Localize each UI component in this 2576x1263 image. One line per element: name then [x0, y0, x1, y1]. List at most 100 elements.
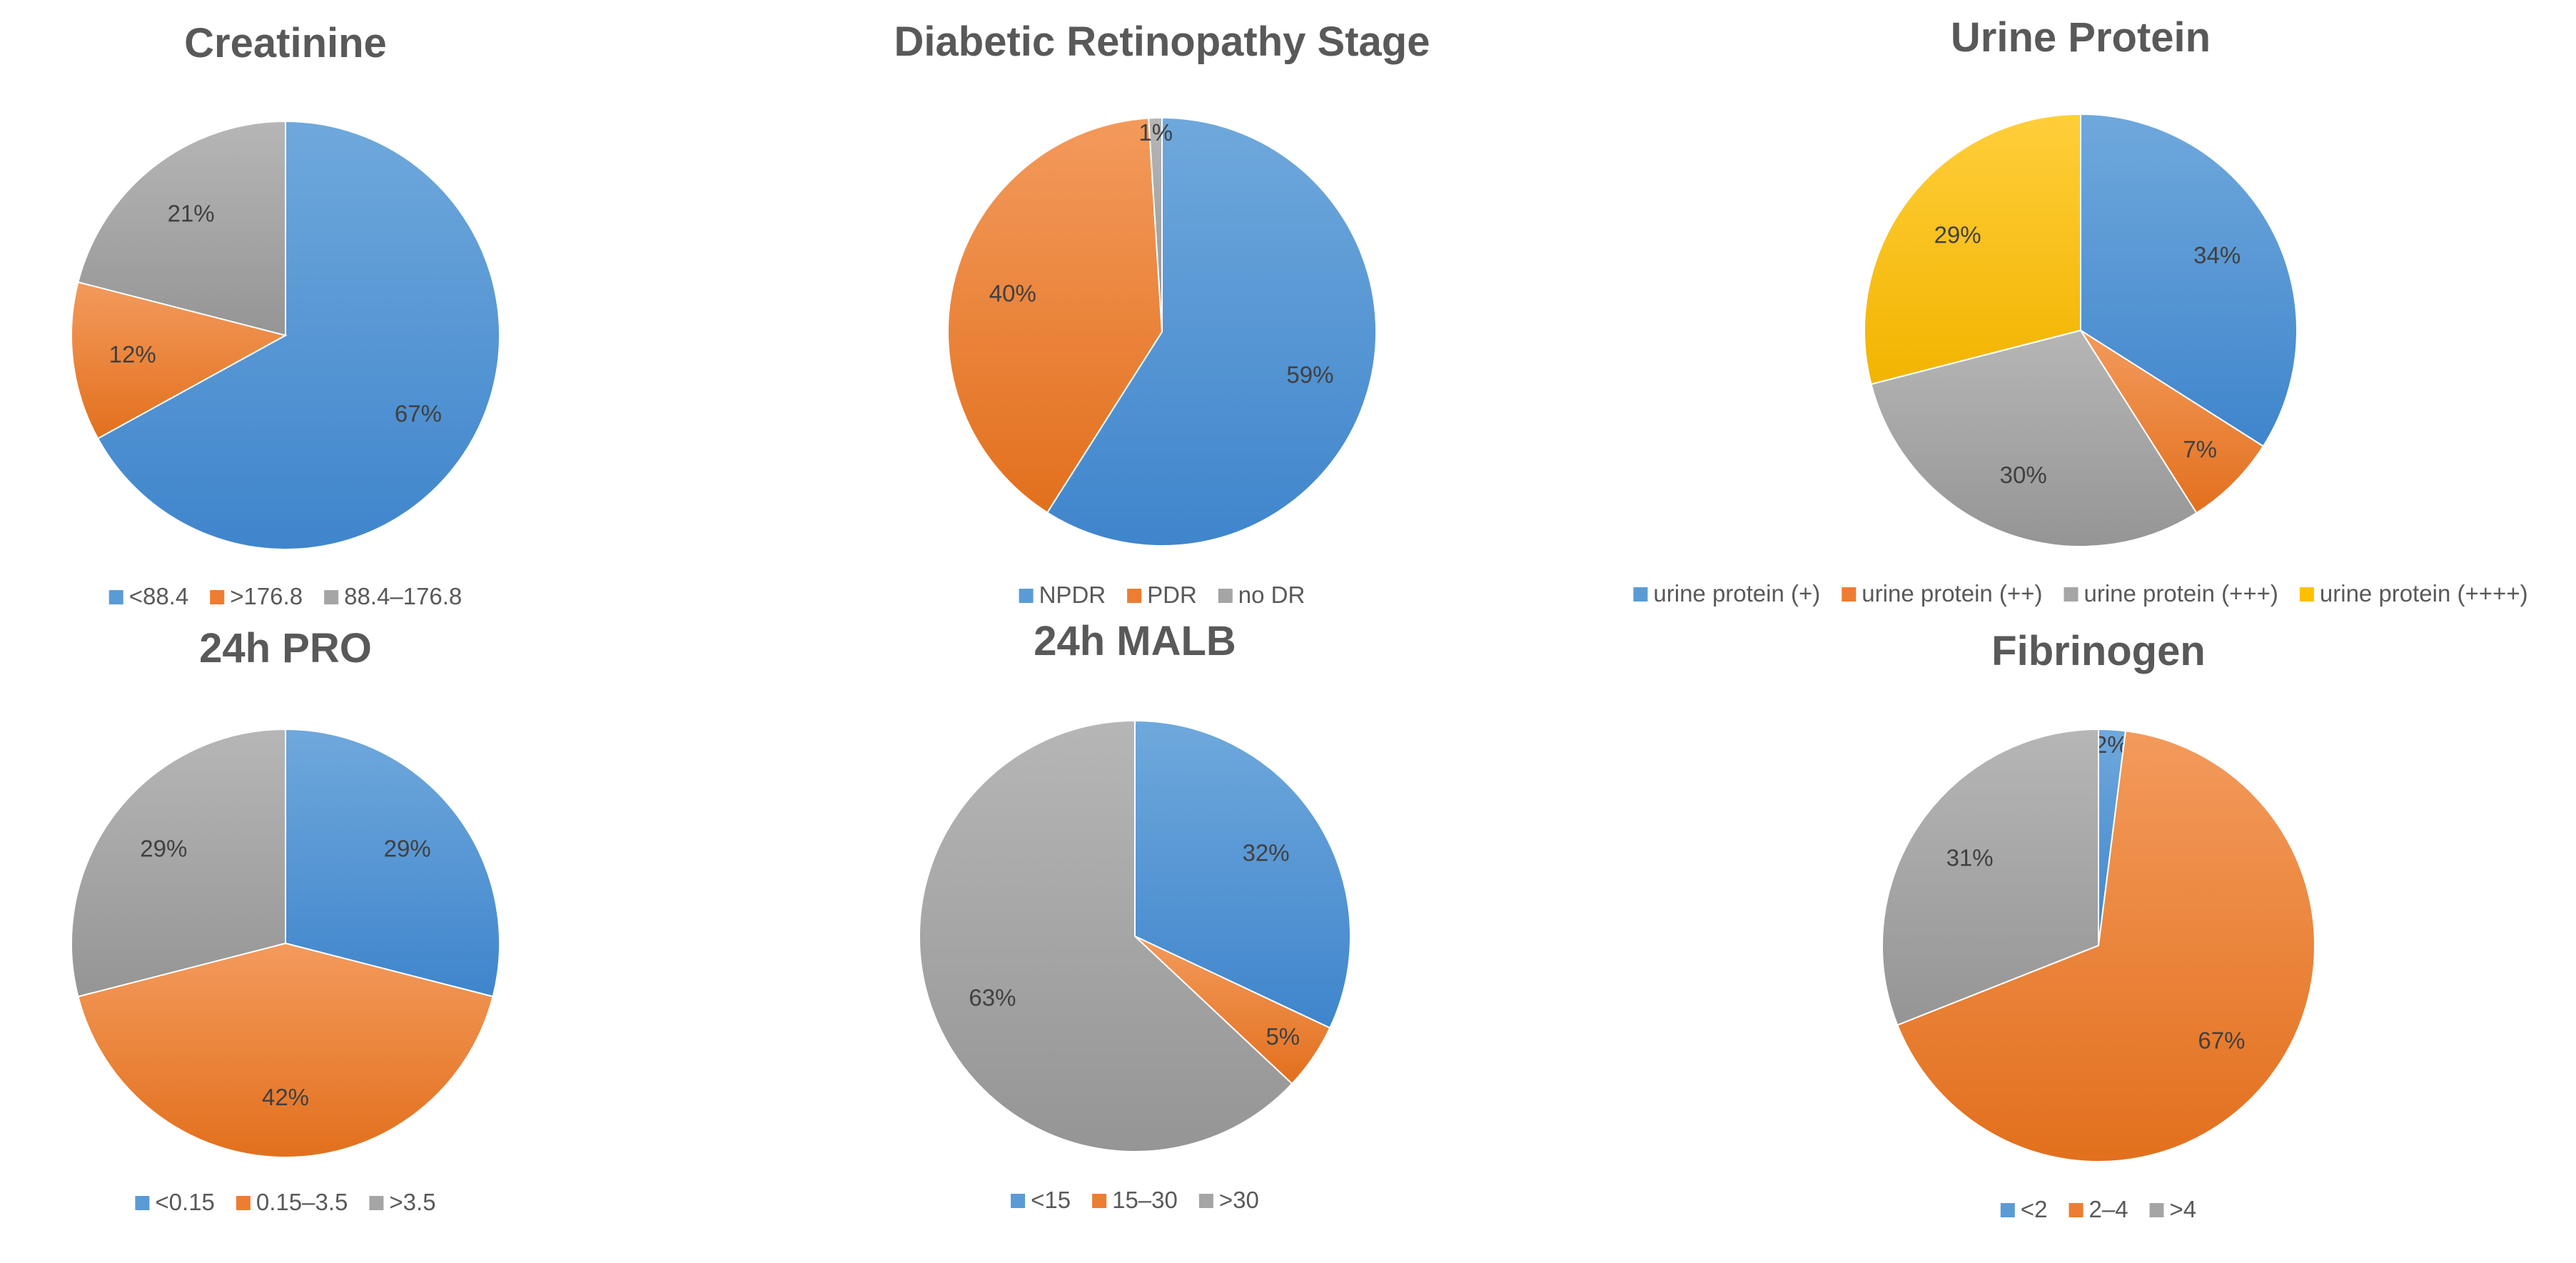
legend-item: urine protein (++) — [1842, 580, 2042, 607]
legend-item: 15–30 — [1092, 1187, 1178, 1213]
legend-label: urine protein (+) — [1653, 580, 1820, 607]
data-label: 5% — [1266, 1023, 1300, 1050]
legend: <15 15–30 >30 — [1011, 1187, 1259, 1213]
legend-swatch — [1633, 587, 1648, 602]
legend-swatch — [2299, 587, 2314, 602]
legend-label: NPDR — [1039, 582, 1106, 608]
legend-label: <88.4 — [129, 583, 189, 609]
legend-label: >176.8 — [230, 583, 303, 609]
pie-slice-npdr — [1046, 116, 1377, 547]
pie-slice-15 — [1134, 719, 1351, 1029]
pie-slice-88-4 — [96, 120, 500, 550]
data-label: 32% — [1243, 840, 1290, 866]
legend-item: <2 — [2000, 1196, 2048, 1222]
legend-swatch — [1198, 1194, 1213, 1208]
legend-label: <0.15 — [155, 1189, 215, 1215]
legend-label: PDR — [1147, 582, 1197, 608]
legend-label: >4 — [2170, 1196, 2197, 1222]
legend-item: >176.8 — [210, 583, 303, 609]
legend-item: PDR — [1127, 582, 1197, 608]
legend-label: urine protein (++) — [1862, 580, 2042, 607]
pie-slice-urine-protein — [1870, 329, 2198, 548]
legend-swatch — [2000, 1203, 2015, 1217]
data-label: 21% — [168, 200, 215, 226]
legend: <0.15 0.15–3.5 >3.5 — [135, 1189, 436, 1215]
pie-slice-urine-protein — [1864, 113, 2081, 385]
pie-slice-0-15-3-5 — [77, 942, 494, 1158]
legend-swatch — [1842, 587, 1857, 602]
data-label: 63% — [969, 984, 1016, 1010]
data-label: 67% — [395, 400, 442, 427]
legend-swatch — [324, 590, 339, 604]
legend-swatch — [1127, 589, 1142, 603]
legend-item: 88.4–176.8 — [324, 583, 462, 609]
chart-title: Fibrinogen — [1991, 628, 2206, 674]
data-label: 40% — [989, 280, 1036, 306]
pie-slice-88-4-176-8 — [77, 120, 286, 337]
data-label: 29% — [384, 836, 431, 862]
data-label: 29% — [1934, 221, 1981, 248]
legend-swatch — [210, 590, 225, 604]
legend-swatch — [108, 590, 123, 604]
legend-item: <15 — [1011, 1187, 1071, 1213]
legend-item: urine protein (+) — [1633, 580, 1820, 607]
pie-slice-urine-protein — [2080, 113, 2298, 447]
legend-label: 88.4–176.8 — [344, 583, 462, 609]
legend-swatch — [2064, 587, 2079, 602]
pie-chart-24h-pro: 24h PRO 29% 42% 29% <0.15 0.15–3.5 >3.5 — [71, 625, 500, 1215]
legend: <2 2–4 >4 — [2000, 1196, 2197, 1222]
pie-chart-diabetic-retinopathy-stage: Diabetic Retinopathy Stage 59% 40% 1% NPDR PD… — [894, 19, 1430, 608]
legend-label: <15 — [1031, 1187, 1071, 1213]
legend-swatch — [1019, 589, 1034, 603]
legend-item: urine protein (+++) — [2064, 580, 2278, 607]
pie-slice-0-15 — [285, 728, 500, 998]
data-label: 31% — [1946, 844, 1994, 871]
legend-label: urine protein (++++) — [2320, 580, 2528, 607]
legend-swatch — [369, 1196, 384, 1210]
legend-item: 0.15–3.5 — [236, 1189, 348, 1215]
legend-label: >30 — [1219, 1187, 1259, 1213]
legend: <88.4 >176.8 88.4–176.8 — [108, 583, 462, 609]
legend: NPDR PDR no DR — [1019, 582, 1305, 608]
legend-item: >30 — [1198, 1187, 1259, 1213]
data-label: 42% — [262, 1084, 309, 1110]
pie-chart-creatinine: Creatinine 67% 12% 21% <88.4 >176.8 88.4–176.8 — [71, 20, 500, 609]
legend: urine protein (+) urine protein (++) urine… — [1633, 580, 2528, 607]
pie-slice-4 — [1882, 728, 2099, 1026]
legend-label: no DR — [1238, 582, 1305, 608]
legend-label: 0.15–3.5 — [256, 1189, 348, 1215]
legend-item: <88.4 — [108, 583, 189, 609]
legend-label: <2 — [2021, 1196, 2048, 1222]
legend-swatch — [1092, 1194, 1107, 1208]
legend-item: <0.15 — [135, 1189, 215, 1215]
legend-item: >3.5 — [369, 1189, 436, 1215]
data-label: 1% — [1138, 119, 1173, 146]
legend-label: urine protein (+++) — [2084, 580, 2278, 607]
pie-chart-24h-malb: 24h MALB 32% 5% 63% <15 15–30 >30 — [919, 618, 1351, 1213]
chart-title: 24h MALB — [1034, 618, 1236, 664]
legend-swatch — [1218, 589, 1233, 603]
pie-slice-2-4 — [1896, 730, 2315, 1162]
data-label: 30% — [2000, 462, 2047, 488]
chart-title: 24h PRO — [199, 625, 372, 671]
legend-swatch — [236, 1196, 251, 1210]
pie-chart-urine-protein: Urine Protein 34% 7% 30% 29% urine protein (+… — [1633, 14, 2528, 607]
legend-item: NPDR — [1019, 582, 1106, 608]
pie-slice-pdr — [947, 117, 1163, 514]
chart-title: Urine Protein — [1951, 14, 2211, 61]
legend-swatch — [1011, 1194, 1026, 1208]
data-label: 29% — [140, 836, 187, 862]
pie-slice-no-dr — [1148, 116, 1163, 333]
legend-swatch — [135, 1196, 150, 1210]
pie-slice-176-8 — [71, 281, 288, 440]
legend-item: urine protein (++++) — [2299, 580, 2528, 607]
data-label: 7% — [2183, 436, 2217, 462]
data-label: 59% — [1286, 361, 1333, 387]
legend-swatch — [2149, 1203, 2164, 1217]
legend-item: no DR — [1218, 582, 1305, 608]
data-label: 67% — [2198, 1028, 2245, 1054]
data-label: 12% — [109, 341, 156, 367]
legend-swatch — [2069, 1203, 2083, 1217]
